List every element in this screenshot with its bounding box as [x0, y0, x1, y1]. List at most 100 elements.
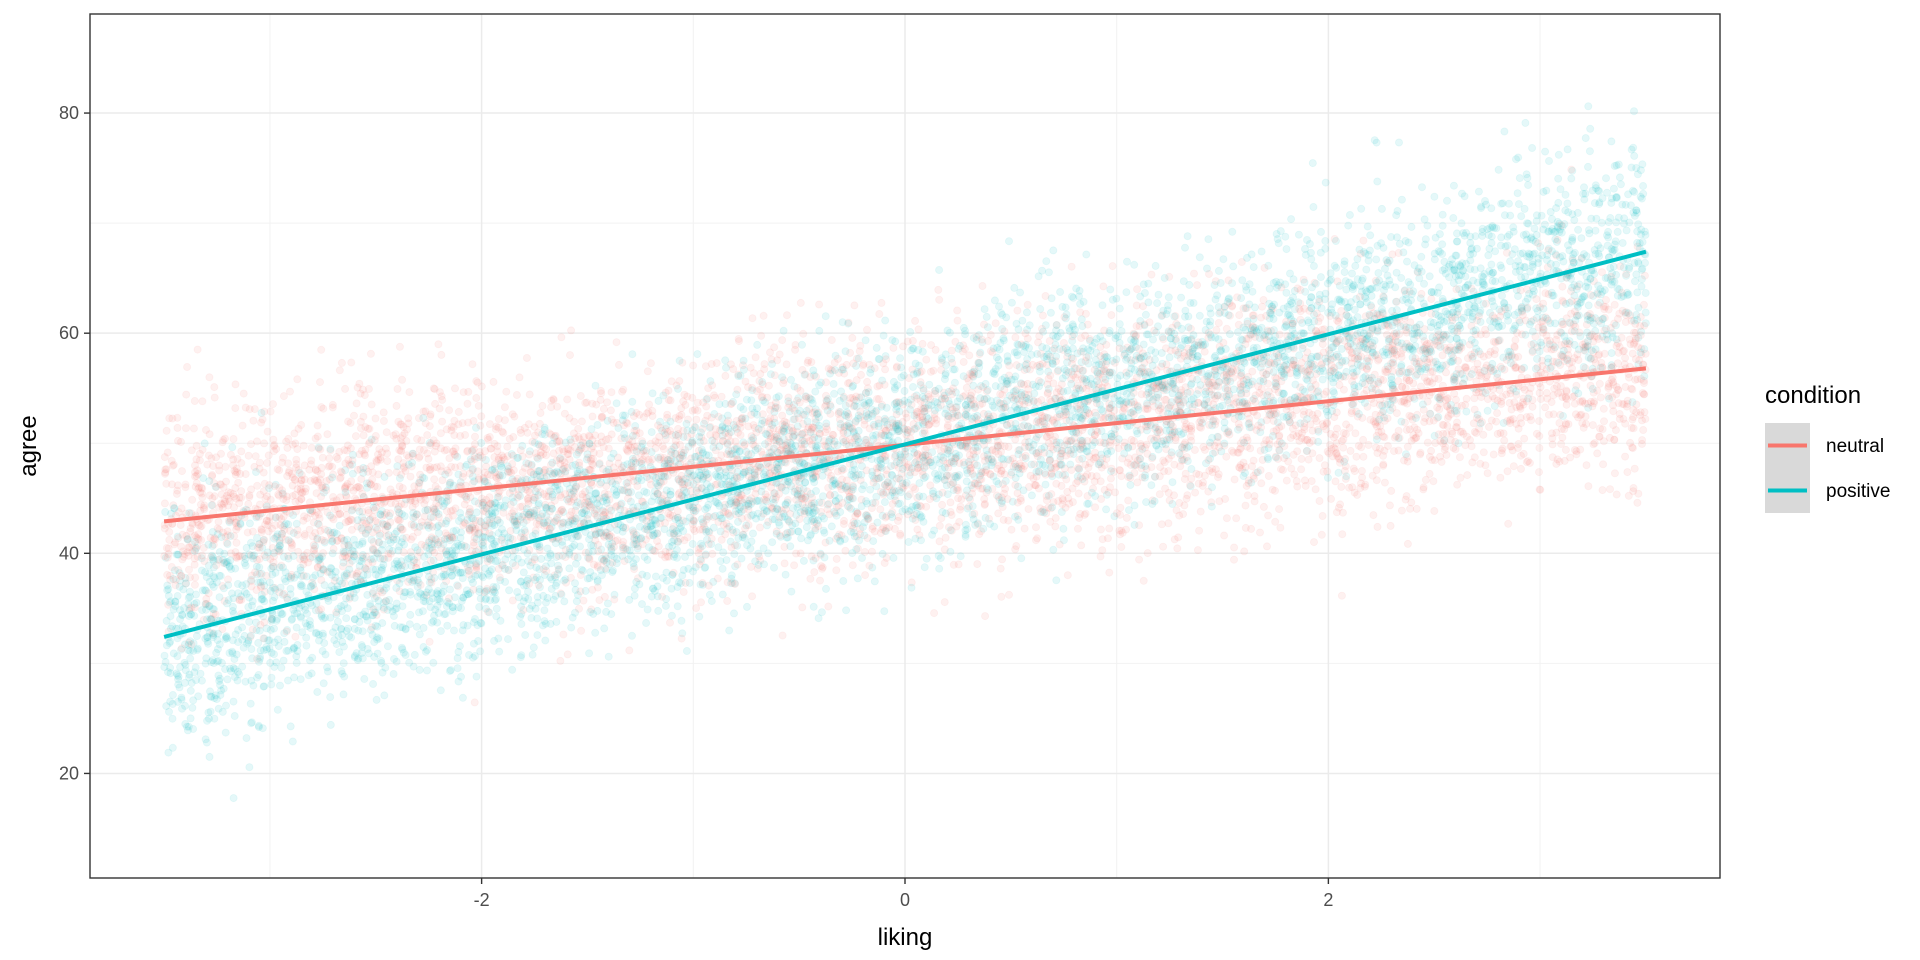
scatter-point-positive	[1442, 330, 1451, 339]
scatter-point-neutral	[1067, 465, 1076, 474]
scatter-point-neutral	[824, 602, 833, 611]
scatter-point-positive	[186, 686, 195, 695]
scatter-point-positive	[891, 337, 900, 346]
scatter-point-positive	[1554, 150, 1563, 159]
scatter-point-neutral	[405, 388, 414, 397]
scatter-point-positive	[320, 538, 329, 547]
scatter-point-positive	[586, 608, 595, 617]
scatter-point-positive	[1042, 257, 1051, 266]
scatter-point-neutral	[686, 486, 695, 495]
scatter-point-positive	[1487, 260, 1496, 269]
scatter-point-positive	[1189, 394, 1198, 403]
scatter-point-neutral	[566, 446, 575, 455]
scatter-point-positive	[880, 498, 889, 507]
scatter-point-neutral	[1557, 439, 1566, 448]
scatter-point-neutral	[1157, 520, 1166, 529]
scatter-point-neutral	[1084, 463, 1093, 472]
scatter-point-neutral	[1492, 417, 1501, 426]
scatter-point-positive	[1022, 308, 1031, 317]
scatter-point-neutral	[1560, 456, 1569, 465]
scatter-point-neutral	[926, 367, 935, 376]
scatter-point-positive	[882, 403, 891, 412]
scatter-point-neutral	[167, 480, 176, 489]
scatter-point-neutral	[748, 592, 757, 601]
scatter-point-positive	[436, 627, 445, 636]
data-points	[160, 102, 1650, 803]
scatter-point-positive	[1634, 220, 1643, 229]
scatter-point-neutral	[1074, 489, 1083, 498]
scatter-point-positive	[1568, 210, 1577, 219]
scatter-point-positive	[1509, 223, 1518, 232]
scatter-point-positive	[328, 473, 337, 482]
scatter-point-neutral	[1621, 317, 1630, 326]
scatter-point-neutral	[1479, 448, 1488, 457]
scatter-point-positive	[1541, 147, 1550, 156]
scatter-point-positive	[1320, 295, 1329, 304]
scatter-point-positive	[1512, 155, 1521, 164]
scatter-point-positive	[1003, 352, 1012, 361]
scatter-point-positive	[1546, 319, 1555, 328]
scatter-point-positive	[228, 602, 237, 611]
scatter-point-positive	[1214, 266, 1223, 275]
scatter-point-neutral	[1535, 431, 1544, 440]
scatter-point-positive	[1091, 438, 1100, 447]
scatter-point-positive	[425, 438, 434, 447]
scatter-point-positive	[1515, 174, 1524, 183]
scatter-point-neutral	[1220, 531, 1229, 540]
scatter-point-positive	[941, 371, 950, 380]
scatter-point-positive	[1098, 301, 1107, 310]
scatter-point-neutral	[980, 500, 989, 509]
scatter-point-neutral	[293, 530, 302, 539]
scatter-point-neutral	[697, 598, 706, 607]
scatter-point-neutral	[1005, 590, 1014, 599]
scatter-point-positive	[853, 574, 862, 583]
scatter-point-positive	[1007, 298, 1016, 307]
scatter-point-neutral	[354, 482, 363, 491]
scatter-point-neutral	[425, 637, 434, 646]
scatter-point-positive	[1618, 238, 1627, 247]
scatter-point-positive	[825, 536, 834, 545]
scatter-point-neutral	[1031, 481, 1040, 490]
scatter-point-neutral	[751, 353, 760, 362]
scatter-point-neutral	[1629, 405, 1638, 414]
scatter-point-positive	[1049, 545, 1058, 554]
scatter-point-neutral	[1548, 453, 1557, 462]
scatter-point-positive	[1381, 282, 1390, 291]
scatter-point-positive	[1435, 365, 1444, 374]
scatter-point-positive	[1102, 505, 1111, 514]
scatter-point-positive	[722, 556, 731, 565]
scatter-point-positive	[1116, 371, 1125, 380]
scatter-point-neutral	[915, 531, 924, 540]
scatter-point-neutral	[1161, 395, 1170, 404]
scatter-point-positive	[1219, 255, 1228, 264]
scatter-point-positive	[342, 614, 351, 623]
scatter-point-positive	[1467, 370, 1476, 379]
scatter-point-neutral	[1535, 417, 1544, 426]
scatter-point-neutral	[1240, 547, 1249, 556]
scatter-point-positive	[1153, 299, 1162, 308]
scatter-point-positive	[1374, 268, 1383, 277]
scatter-point-neutral	[564, 497, 573, 506]
scatter-point-positive	[1179, 277, 1188, 286]
scatter-point-neutral	[1419, 483, 1428, 492]
scatter-point-neutral	[1159, 542, 1168, 551]
scatter-point-neutral	[291, 632, 300, 641]
scatter-point-positive	[718, 590, 727, 599]
scatter-point-neutral	[919, 404, 928, 413]
scatter-point-neutral	[198, 397, 207, 406]
scatter-point-positive	[519, 568, 528, 577]
scatter-point-neutral	[332, 452, 341, 461]
scatter-point-neutral	[1593, 449, 1602, 458]
scatter-point-neutral	[981, 499, 990, 508]
scatter-point-positive	[877, 473, 886, 482]
scatter-point-neutral	[477, 412, 486, 421]
scatter-point-neutral	[741, 377, 750, 386]
scatter-point-neutral	[315, 378, 324, 387]
scatter-point-neutral	[778, 336, 787, 345]
scatter-point-neutral	[168, 414, 177, 423]
scatter-point-neutral	[1493, 409, 1502, 418]
scatter-point-neutral	[940, 598, 949, 607]
scatter-point-positive	[733, 541, 742, 550]
scatter-point-positive	[1427, 347, 1436, 356]
